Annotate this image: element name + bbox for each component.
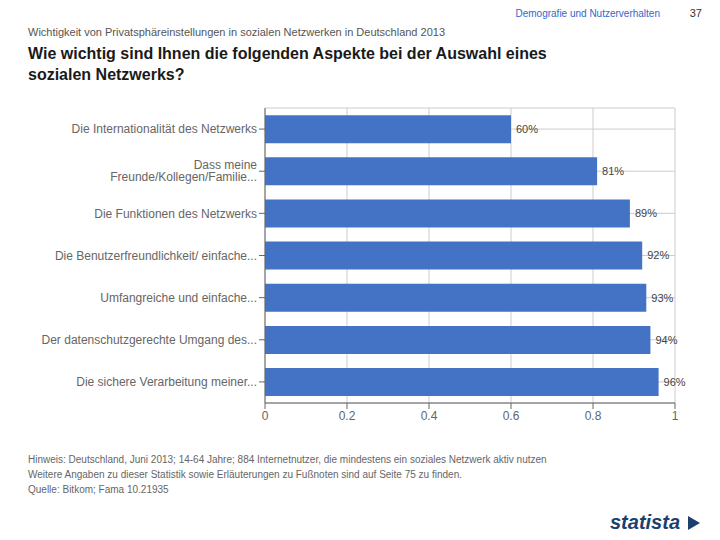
svg-text:93%: 93% <box>651 292 673 304</box>
html-text:Weitere Angaben zu dieser Stat: Weitere Angaben zu dieser Statistik sowi… <box>28 469 462 480</box>
svg-text:0: 0 <box>262 409 269 423</box>
svg-text:Umfangreiche und einfache...: Umfangreiche und einfache... <box>100 291 257 305</box>
svg-text:60%: 60% <box>516 123 538 135</box>
html-text:statista: statista <box>610 511 680 533</box>
svg-text:96%: 96% <box>664 376 686 388</box>
svg-text:1: 1 <box>672 409 679 423</box>
svg-text:0.8: 0.8 <box>585 409 602 423</box>
html-text:Hinweis: Deutschland, Juni 201: Hinweis: Deutschland, Juni 2013; 14-64 J… <box>28 454 547 465</box>
svg-text:Die Benutzerfreundlichkeit/ ei: Die Benutzerfreundlichkeit/ einfache... <box>55 249 257 263</box>
svg-text:Dass meineFreunde/Kollegen/Fam: Dass meineFreunde/Kollegen/Familie... <box>110 158 257 184</box>
svg-text:Die Internationalität des Netz: Die Internationalität des Netzwerks <box>72 122 257 136</box>
svg-text:92%: 92% <box>647 249 669 261</box>
svg-text:Die sichere Verarbeitung meine: Die sichere Verarbeitung meiner... <box>76 375 257 389</box>
svg-text:Die Funktionen des Netzwerks: Die Funktionen des Netzwerks <box>94 207 257 221</box>
html-text:Quelle: Bitkom; Fama 10.21935: Quelle: Bitkom; Fama 10.21935 <box>28 484 169 495</box>
svg-text:81%: 81% <box>602 165 624 177</box>
svg-text:94%: 94% <box>655 334 677 346</box>
html-text:Demografie und Nutzerverhalten: Demografie und Nutzerverhalten <box>515 8 660 19</box>
svg-text:0.2: 0.2 <box>339 409 356 423</box>
html-text:Wichtigkeit von Privatsphärein: Wichtigkeit von Privatsphäreinstellungen… <box>28 26 445 38</box>
svg-text:Der datenschutzgerechte Umgang: Der datenschutzgerechte Umgang des... <box>42 333 257 347</box>
svg-text:89%: 89% <box>635 207 657 219</box>
html-text:Wie wichtig sind Ihnen die fol: Wie wichtig sind Ihnen die folgenden Asp… <box>28 45 547 83</box>
svg-text:0.4: 0.4 <box>421 409 438 423</box>
html-text:37: 37 <box>689 7 702 19</box>
svg-text:0.6: 0.6 <box>503 409 520 423</box>
